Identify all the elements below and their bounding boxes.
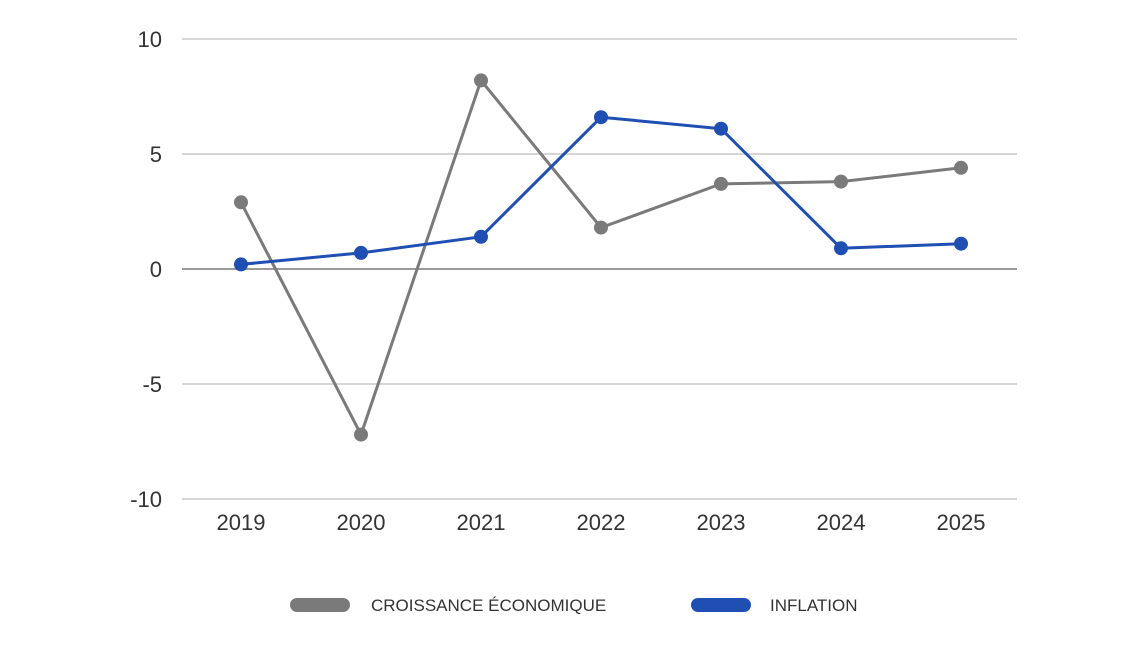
data-point-series-0-4	[714, 176, 728, 191]
data-point-series-0-6	[954, 160, 968, 175]
data-point-series-0-3	[594, 220, 608, 235]
legend-swatch-0	[290, 598, 350, 612]
data-point-series-1-1	[354, 245, 368, 260]
legend-swatch-1	[691, 598, 751, 612]
data-point-series-1-3	[594, 110, 608, 125]
x-tick-label: 2021	[457, 510, 506, 535]
y-tick-label: 5	[150, 142, 162, 167]
x-tick-label: 2022	[577, 510, 626, 535]
data-point-series-0-0	[234, 195, 248, 210]
data-point-series-1-2	[474, 229, 488, 244]
data-point-series-1-0	[234, 257, 248, 272]
x-tick-label: 2025	[937, 510, 986, 535]
y-axis-tick-labels: 10 5 0 -5 -10	[130, 27, 162, 512]
data-point-series-0-1	[354, 427, 368, 442]
data-point-series-1-4	[714, 121, 728, 136]
x-tick-label: 2019	[217, 510, 266, 535]
grid-lines	[182, 38, 1017, 500]
data-point-series-1-6	[954, 236, 968, 251]
series-line-0	[239, 78, 962, 437]
y-tick-label: 0	[150, 257, 162, 282]
legend-label-1: INFLATION	[770, 596, 858, 615]
y-tick-label: -10	[130, 487, 162, 512]
legend: CROISSANCE ÉCONOMIQUE INFLATION	[290, 596, 858, 615]
data-point-series-1-5	[834, 241, 848, 256]
series-lines	[239, 78, 962, 437]
y-tick-label: -5	[142, 372, 162, 397]
x-axis-tick-labels: 2019 2020 2021 2022 2023 2024 2025	[217, 510, 986, 535]
legend-label-0: CROISSANCE ÉCONOMIQUE	[371, 596, 606, 615]
x-tick-label: 2024	[817, 510, 866, 535]
x-tick-label: 2023	[697, 510, 746, 535]
series-points	[234, 73, 968, 442]
series-line-1	[240, 115, 962, 266]
y-tick-label: 10	[138, 27, 162, 52]
data-point-series-0-2	[474, 73, 488, 88]
x-tick-label: 2020	[337, 510, 386, 535]
data-point-series-0-5	[834, 174, 848, 189]
